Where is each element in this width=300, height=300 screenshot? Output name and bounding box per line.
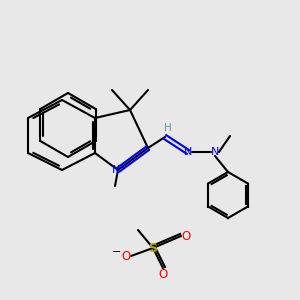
Text: N: N [211, 147, 219, 157]
Text: H: H [164, 123, 172, 133]
Text: N: N [112, 165, 120, 175]
Text: O: O [158, 268, 168, 281]
Text: N: N [184, 147, 192, 157]
Text: −: − [112, 247, 122, 257]
Text: O: O [122, 250, 130, 262]
Text: O: O [182, 230, 190, 242]
Text: +: + [120, 160, 126, 169]
Text: S: S [148, 242, 158, 254]
